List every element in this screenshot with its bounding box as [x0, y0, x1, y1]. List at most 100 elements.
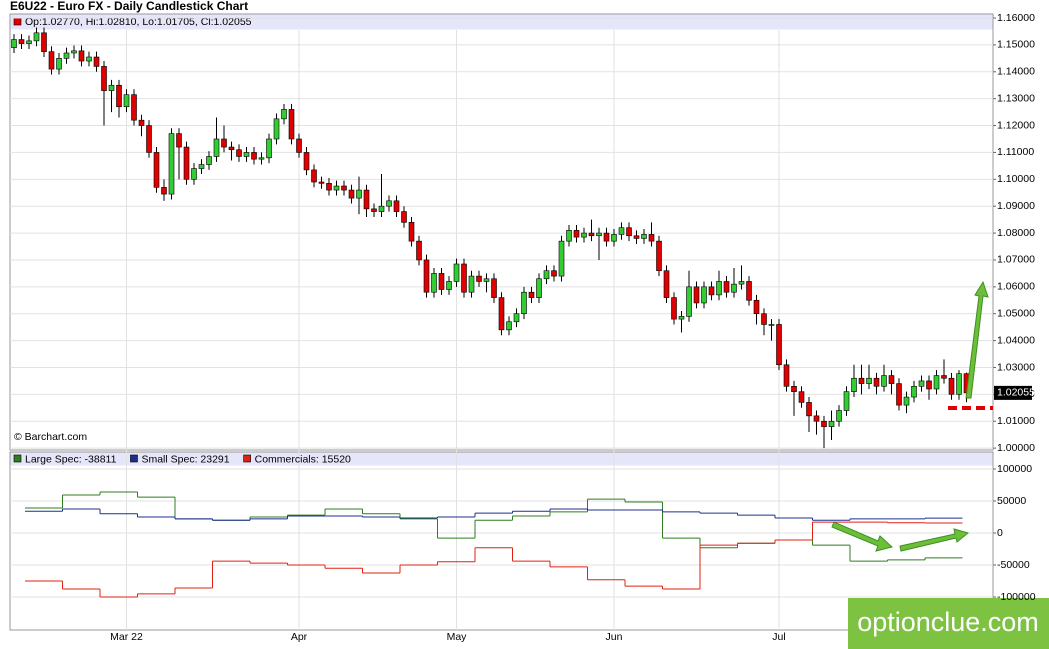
candle-body	[206, 156, 212, 165]
candle-body	[356, 189, 362, 199]
legend-swatch	[243, 454, 251, 463]
watermark: optionclue.com	[857, 607, 1039, 637]
candle-body	[386, 200, 392, 207]
candle-body	[191, 168, 197, 180]
watermark-box	[848, 598, 1049, 649]
candle-body	[63, 52, 70, 59]
legend-bar	[10, 452, 993, 466]
candle-body	[281, 109, 287, 120]
y-tick-label: 1.13000	[997, 92, 1035, 104]
x-tick-label: Mar 22	[110, 631, 143, 643]
candle-body	[18, 39, 25, 44]
candle-body	[753, 299, 760, 315]
y-tick-label: 50000	[997, 495, 1026, 507]
candle-body	[888, 375, 895, 384]
candle-body	[401, 211, 407, 223]
marks	[11, 27, 970, 598]
candle-body	[866, 377, 872, 384]
candle-body	[926, 380, 932, 390]
candle-body	[101, 66, 107, 91]
rise-arrow	[899, 528, 970, 552]
candle-body	[641, 234, 647, 239]
candle-body	[378, 205, 385, 212]
candle-body	[626, 227, 632, 237]
y-tick-label: 1.09000	[997, 200, 1035, 212]
candle-body	[183, 146, 190, 180]
candle-body	[93, 56, 100, 67]
candle-body	[663, 270, 670, 298]
last-price-tag	[994, 385, 1032, 400]
ohlc-info: Op:1.02770, Hi:1.02810, Lo:1.01705, Cl:1…	[25, 16, 252, 28]
candle-body	[551, 270, 557, 277]
candle-body	[296, 138, 302, 153]
candle-body	[303, 152, 310, 171]
candle-body	[198, 164, 205, 169]
candle-body	[821, 420, 827, 427]
candle-body	[273, 118, 280, 140]
arrows	[831, 280, 989, 552]
price-panel	[9, 13, 994, 451]
candle-body	[491, 278, 497, 298]
candle-body	[761, 313, 767, 325]
candle-body	[843, 391, 850, 411]
y-tick-label: 1.10000	[997, 173, 1035, 185]
candle-body	[476, 275, 482, 282]
candle-body	[896, 383, 902, 406]
cot-panel	[9, 451, 994, 631]
candle-body	[701, 286, 707, 304]
candle-body	[146, 125, 152, 153]
candle-body	[543, 270, 550, 280]
candle-body	[348, 189, 355, 199]
candle-body	[746, 281, 752, 301]
candle-body	[33, 32, 40, 42]
x-tick-label: May	[447, 631, 468, 643]
y-tick-label: 1.04000	[997, 334, 1035, 346]
candle-body	[266, 138, 272, 159]
candle-body	[806, 402, 812, 417]
candle-body	[41, 32, 47, 52]
x-tick-label: Jul	[772, 631, 785, 643]
candle-body	[933, 375, 940, 390]
candle-body	[48, 51, 55, 70]
candle-body	[581, 232, 587, 238]
candle-body	[716, 281, 722, 296]
candle-body	[558, 240, 565, 277]
grid	[10, 17, 993, 630]
y-tick-label: 1.00000	[997, 442, 1035, 454]
credit: © Barchart.com	[14, 431, 87, 443]
x-tick-label: Apr	[291, 631, 308, 643]
candle-body	[873, 377, 880, 387]
info-icon	[13, 17, 22, 26]
candle-body	[446, 281, 452, 290]
candle-body	[341, 185, 347, 191]
candle-body	[86, 56, 92, 62]
candle-body	[731, 283, 737, 293]
candle-body	[498, 297, 505, 331]
y-tick-label: 1.03000	[997, 361, 1035, 373]
candle-body	[918, 380, 925, 387]
candle-body	[618, 227, 625, 235]
up-arrow	[965, 280, 989, 399]
candle-body	[326, 183, 332, 191]
y-tick-label: 1.14000	[997, 66, 1035, 78]
down-arrow	[831, 521, 894, 552]
legend-label: Large Spec: -38811	[25, 453, 117, 465]
candle-body	[903, 396, 910, 406]
candle-body	[78, 50, 85, 62]
candle-body	[483, 278, 490, 282]
y-tick-label: 1.08000	[997, 227, 1035, 239]
candle-body	[153, 152, 160, 188]
candle-body	[851, 377, 857, 392]
candle-body	[611, 234, 617, 242]
candle-body	[461, 263, 467, 293]
candle-body	[791, 385, 797, 392]
candle-body	[506, 321, 512, 331]
candle-body	[288, 109, 295, 140]
candle-body	[123, 94, 130, 108]
legend-swatch	[130, 454, 138, 463]
candle-body	[881, 375, 887, 387]
candle-body	[116, 84, 122, 108]
candle-body	[776, 324, 782, 366]
candle-body	[168, 133, 175, 195]
